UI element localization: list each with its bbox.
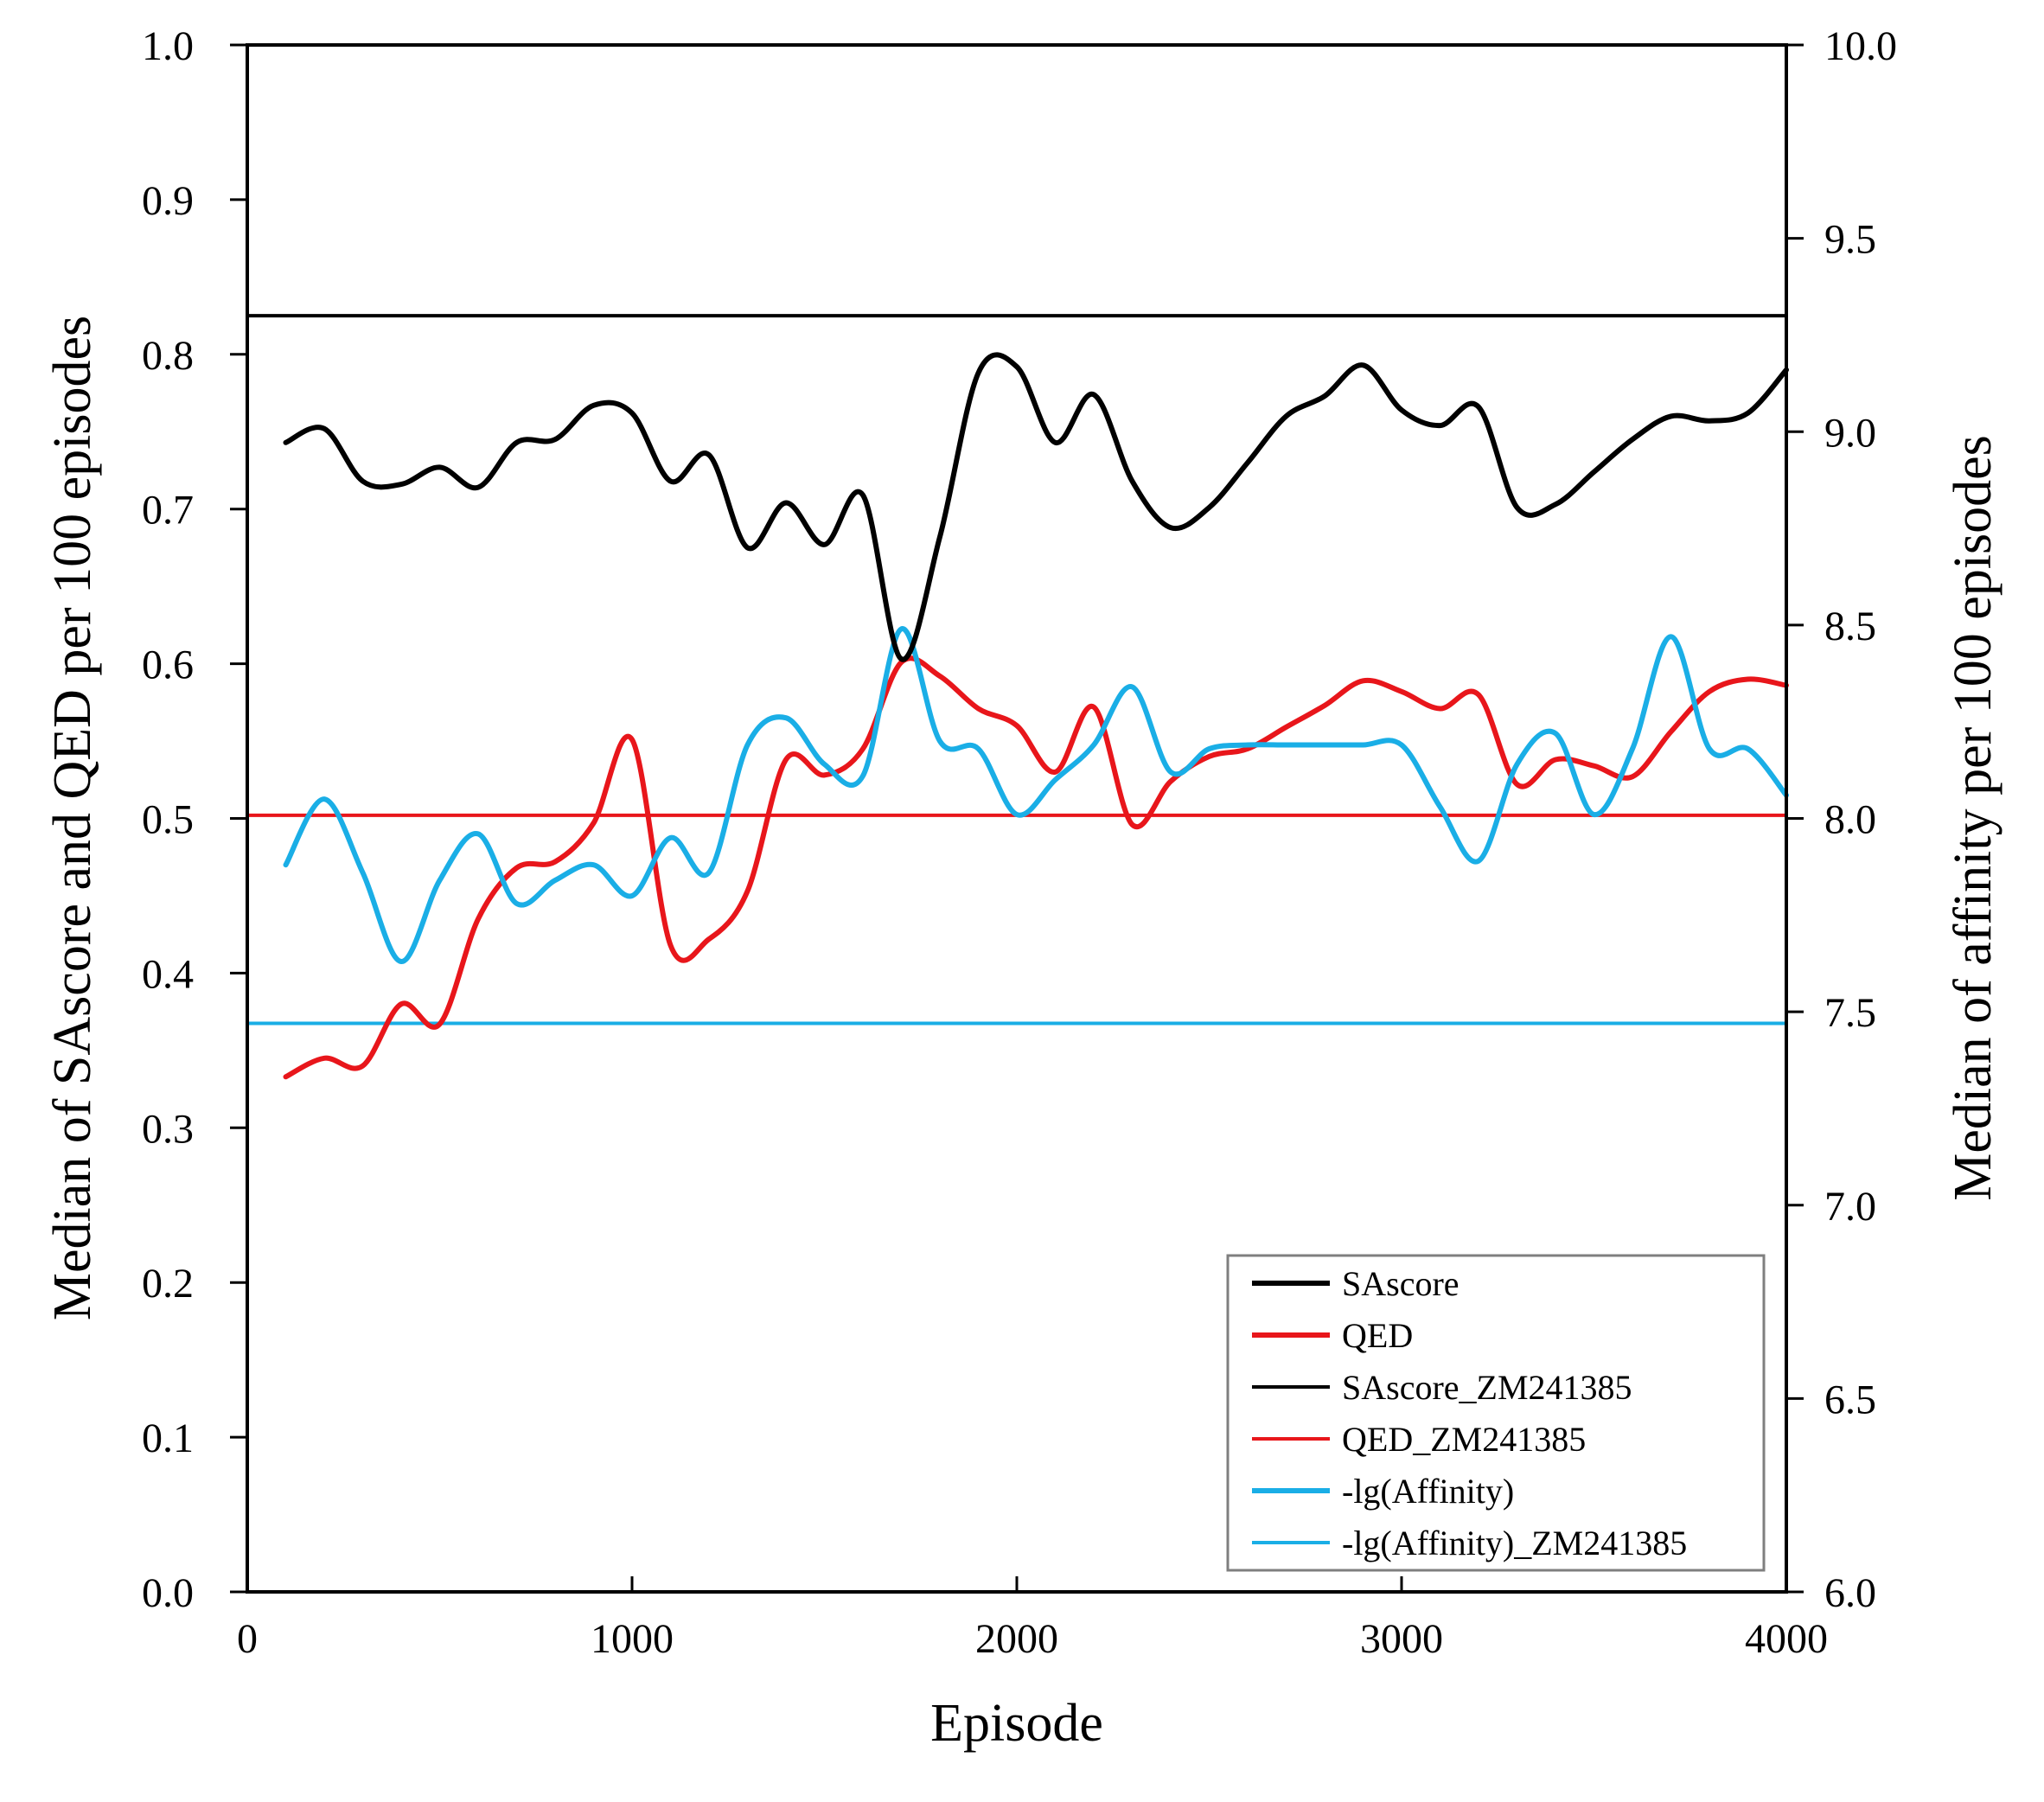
y-left-tick-label: 0.0: [142, 1570, 194, 1616]
legend-label: QED_ZM241385: [1342, 1420, 1586, 1459]
y-left-tick-label: 0.6: [142, 642, 194, 688]
y-left-tick-label: 0.4: [142, 951, 194, 997]
y-left-tick-label: 0.7: [142, 488, 194, 534]
legend-box: [1226, 1254, 1766, 1572]
y-right-tick-label: 7.0: [1824, 1184, 1876, 1230]
x-axis-title: Episode: [930, 1694, 1103, 1753]
y-left-tick-label: 0.1: [142, 1415, 194, 1461]
legend-label: SAscore: [1342, 1264, 1460, 1303]
y-right-tick-label: 6.0: [1824, 1570, 1876, 1616]
y-left-tick-label: 0.8: [142, 333, 194, 379]
series-line-lg-affinity: [283, 626, 1789, 964]
x-tick-label: 0: [237, 1616, 258, 1662]
series-line-sascore: [283, 352, 1789, 662]
x-tick-label: 4000: [1745, 1616, 1828, 1662]
y-right-tick-label: 10.0: [1824, 23, 1897, 69]
series-layer: [246, 314, 1789, 1080]
legend-label: SAscore_ZM241385: [1342, 1368, 1632, 1407]
y-right-tick-label: 7.5: [1824, 990, 1876, 1036]
y-left-axis-title: Median of SAscore and QED per 100 episod…: [43, 316, 102, 1320]
y-right-tick-label: 9.5: [1824, 217, 1876, 263]
y-left-tick-label: 0.9: [142, 178, 194, 224]
legend-label: -lg(Affinity): [1342, 1472, 1514, 1511]
series-line-qed: [283, 655, 1789, 1080]
x-tick-label: 3000: [1360, 1616, 1443, 1662]
legend-label: QED: [1342, 1316, 1413, 1355]
y-right-axis-title: Median of affinity per 100 episodes: [1944, 435, 2002, 1201]
legend-label: -lg(Affinity)_ZM241385: [1342, 1524, 1687, 1562]
ticks-layer: 0 1000 2000 3000 4000 0.0 0.1 0.2 0.3 0.4 0.5 0.6 0.…: [142, 23, 1897, 1662]
y-left-tick-label: 0.3: [142, 1106, 194, 1152]
y-left-tick-label: 0.5: [142, 797, 194, 843]
x-tick-label: 1000: [591, 1616, 674, 1662]
y-left-tick-label: 1.0: [142, 23, 194, 69]
y-right-tick-label: 6.5: [1824, 1377, 1876, 1422]
legend-items: SAscore QED SAscore_ZM241385 QED_ZM241385 -l…: [1252, 1264, 1687, 1562]
legend: SAscore QED SAscore_ZM241385 QED_ZM241385 -l…: [1226, 1254, 1766, 1572]
y-left-tick-label: 0.2: [142, 1261, 194, 1307]
y-right-tick-label: 9.0: [1824, 410, 1876, 456]
y-right-tick-label: 8.0: [1824, 797, 1876, 843]
x-tick-label: 2000: [975, 1616, 1058, 1662]
y-right-tick-label: 8.5: [1824, 604, 1876, 649]
